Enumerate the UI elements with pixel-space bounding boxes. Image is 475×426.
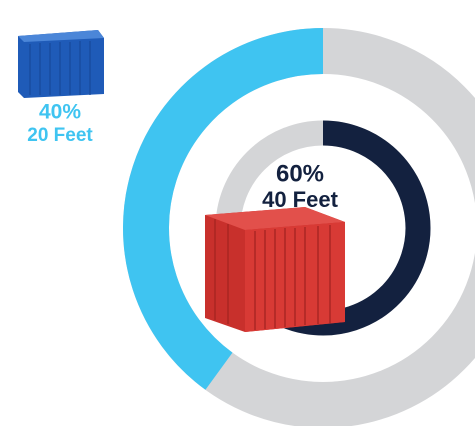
value-label: 40% [39, 101, 81, 124]
category-label: 20 Feet [27, 125, 93, 146]
category-label: 40 Feet [262, 187, 338, 212]
container-40ft [205, 207, 345, 332]
value-label: 60% [276, 160, 324, 187]
container-20ft [18, 30, 104, 98]
ring-segment [123, 28, 324, 390]
